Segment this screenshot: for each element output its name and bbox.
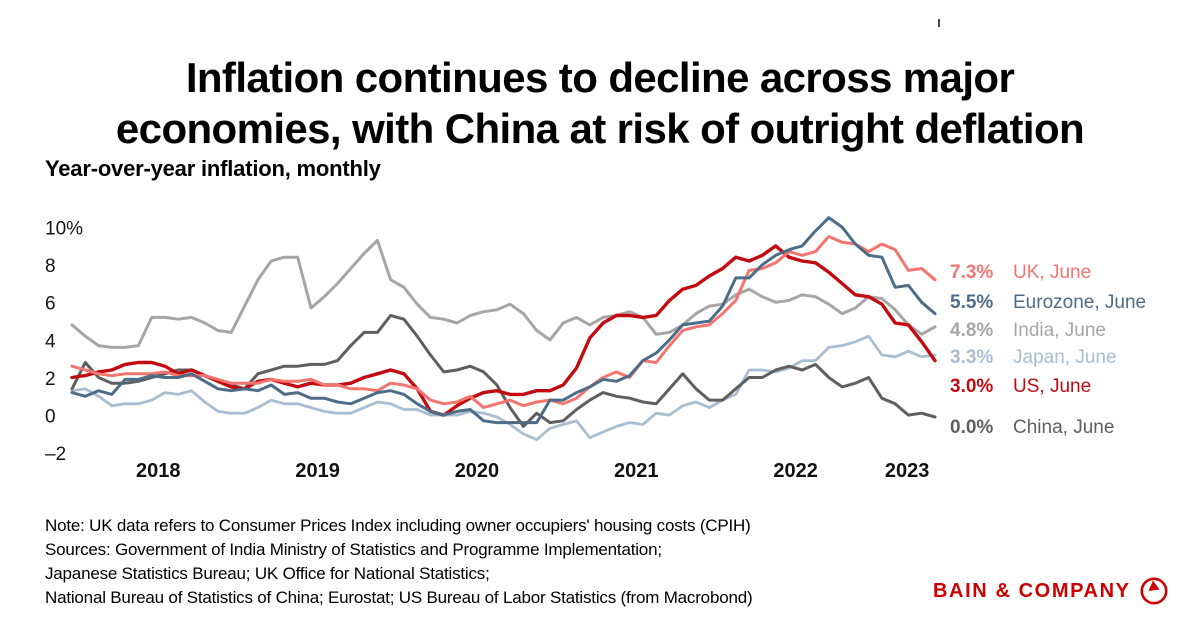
y-axis-tick-label: 4 <box>45 331 56 352</box>
y-axis-tick-label: 0 <box>45 407 56 428</box>
y-axis-tick-label: 8 <box>45 256 56 277</box>
page-title-line1: Inflation continues to decline across ma… <box>185 54 1015 102</box>
series-line-us <box>70 244 937 417</box>
x-axis-tick-label: 2018 <box>136 460 181 482</box>
series-line-india <box>70 238 937 349</box>
series-line-china <box>70 314 937 428</box>
note-line: Japanese Statistics Bureau; UK Office fo… <box>45 564 490 583</box>
series-line-uk <box>70 235 937 410</box>
note-line: National Bureau of Statistics of China; … <box>45 588 753 607</box>
series-line-eurozone <box>70 216 937 425</box>
bain-logo: BAIN & COMPANY <box>933 576 1169 606</box>
page-title-line2: economies, with China at risk of outrigh… <box>115 105 1085 153</box>
y-axis-tick-label: 10% <box>45 219 83 240</box>
stray-mark <box>938 19 940 27</box>
y-axis-tick-label: –2 <box>45 444 66 465</box>
x-axis-tick-label: 2021 <box>614 460 659 482</box>
y-axis-tick-label: 2 <box>45 369 56 390</box>
x-axis-tick-label: 2020 <box>455 460 500 482</box>
note-line: Sources: Government of India Ministry of… <box>45 540 662 559</box>
page-title: Inflation continues to decline across ma… <box>0 52 1200 154</box>
bain-logo-mark-icon <box>1140 577 1168 605</box>
x-axis-tick-label: 2023 <box>885 460 930 482</box>
y-axis-tick-label: 6 <box>45 294 56 315</box>
footnotes: Note: UK data refers to Consumer Prices … <box>45 514 753 610</box>
x-axis-tick-label: 2019 <box>295 460 340 482</box>
bain-logo-text: BAIN & COMPANY <box>933 579 1131 602</box>
x-axis-tick-label: 2022 <box>773 460 818 482</box>
chart-subtitle: Year-over-year inflation, monthly <box>45 156 381 181</box>
note-line: Note: UK data refers to Consumer Prices … <box>45 516 751 535</box>
